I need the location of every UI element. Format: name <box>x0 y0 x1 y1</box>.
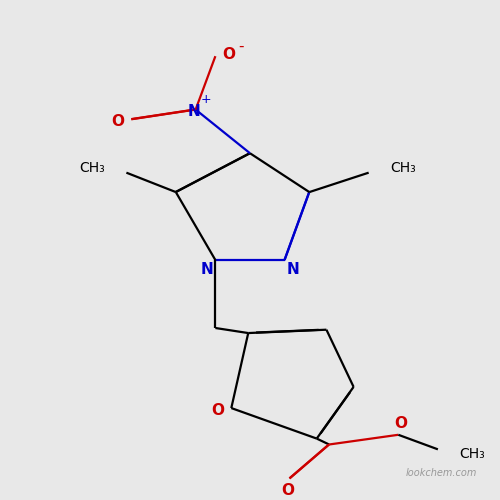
Text: CH₃: CH₃ <box>460 447 485 461</box>
Text: N: N <box>201 262 214 278</box>
Text: O: O <box>394 416 407 430</box>
Text: O: O <box>211 402 224 417</box>
Text: O: O <box>222 46 235 62</box>
Text: CH₃: CH₃ <box>79 161 104 175</box>
Text: -: - <box>238 39 244 54</box>
Text: N: N <box>286 262 299 278</box>
Text: O: O <box>111 114 124 128</box>
Text: N: N <box>188 104 200 119</box>
Text: O: O <box>281 482 294 498</box>
Text: CH₃: CH₃ <box>390 161 416 175</box>
Text: lookchem.com: lookchem.com <box>406 468 477 478</box>
Text: +: + <box>200 94 211 106</box>
